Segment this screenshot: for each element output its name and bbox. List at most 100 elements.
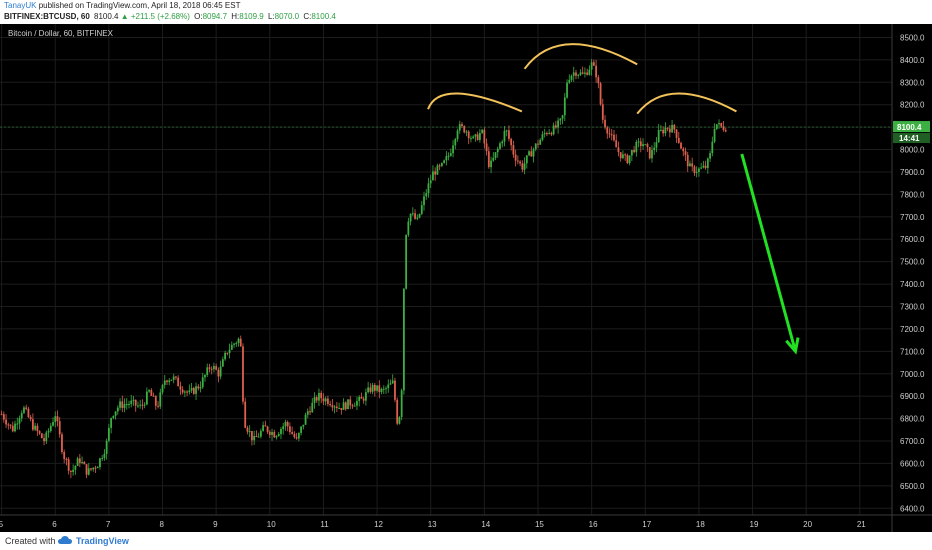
candle-body (315, 397, 318, 401)
candle-body (186, 391, 189, 393)
candle-body (385, 388, 387, 390)
candle-body (595, 65, 597, 78)
candle-body (130, 400, 133, 404)
candle-body (467, 131, 470, 139)
candle-body (510, 138, 513, 146)
candle-body (246, 427, 249, 432)
x-tick-label: 8 (160, 520, 165, 529)
candle-body (206, 367, 209, 375)
author-link[interactable]: TanayUK (4, 1, 37, 10)
candle-body (680, 142, 682, 149)
footer-bar: Created with TradingView (0, 532, 932, 550)
candle-body (689, 163, 691, 167)
candle-body (235, 342, 238, 344)
low-value: 8070.0 (274, 12, 300, 21)
candle-body (74, 465, 77, 470)
candle-body (318, 392, 320, 401)
candle-body (251, 431, 253, 441)
candle-body (378, 385, 381, 393)
candle-body (23, 407, 25, 413)
candle-body (40, 433, 43, 439)
candle-body (508, 130, 510, 139)
head-shoulders-arc (523, 43, 638, 70)
candle-body (27, 408, 30, 418)
time-axis[interactable]: 5 6 7 8 9 10 11 12 13 14 15 16 17 18 19 20 21 (0, 520, 866, 529)
y-tick-label: 8400.0 (900, 56, 925, 65)
candle-body (590, 62, 593, 70)
candle-body (43, 438, 45, 442)
candle-body (159, 392, 162, 407)
candle-body (702, 165, 705, 168)
tradingview-link[interactable]: TradingView (76, 536, 129, 546)
candle-body (409, 213, 412, 222)
x-tick-label: 9 (213, 520, 218, 529)
candle-body (76, 458, 79, 466)
candle-body (204, 374, 206, 378)
candle-body (175, 376, 177, 378)
candle-body (700, 167, 703, 169)
candle-body (628, 155, 631, 164)
candle-body (353, 405, 356, 407)
candle-body (405, 234, 408, 289)
candle-body (369, 387, 372, 392)
candle-body (487, 151, 490, 168)
candle-body (458, 124, 461, 131)
candle-body (400, 390, 403, 418)
candle-body (47, 430, 50, 433)
candle-body (461, 124, 463, 127)
candle-body (141, 404, 144, 406)
x-tick-label: 10 (267, 520, 276, 529)
candle-body (215, 366, 218, 370)
candle-body (170, 379, 173, 381)
candle-body (698, 168, 700, 172)
candle-body (693, 166, 696, 173)
candle-body (123, 404, 126, 408)
candle-body (242, 346, 244, 402)
open-value: 8094.7 (202, 12, 228, 21)
candle-body (284, 422, 287, 427)
candle-body (380, 388, 383, 393)
x-tick-label: 6 (52, 520, 57, 529)
candle-body (49, 425, 52, 431)
candle-body (277, 434, 280, 437)
candle-body (432, 171, 434, 181)
candle-body (438, 165, 441, 167)
candle-body (530, 151, 533, 157)
candle-body (561, 115, 564, 119)
price-chart[interactable]: 8500.08400.08300.08200.08100.08000.07900… (0, 24, 932, 532)
candle-body (373, 384, 376, 391)
candle-body (724, 129, 727, 132)
candle-body (313, 397, 316, 403)
candle-body (391, 380, 394, 384)
candle-body (69, 470, 72, 472)
candle-body (192, 388, 195, 394)
candle-body (96, 467, 99, 469)
candle-body (295, 437, 298, 439)
candle-body (280, 428, 282, 435)
candle-body (329, 403, 332, 406)
header-bar: TanayUK published on TradingView.com, Ap… (0, 0, 932, 24)
candle-body (338, 408, 340, 410)
candle-body (172, 376, 175, 380)
candle-body (478, 132, 481, 140)
candle-body (411, 213, 414, 215)
candle-body (195, 386, 197, 394)
candle-body (485, 143, 488, 152)
candle-body (610, 134, 613, 136)
candle-body (201, 377, 204, 388)
high-value: 8109.9 (239, 12, 264, 21)
candle-body (83, 461, 86, 465)
candle-body (197, 386, 200, 389)
candle-body (666, 127, 669, 129)
candle-body (570, 75, 573, 80)
candle-body (657, 130, 660, 143)
price-axis[interactable]: 8500.08400.08300.08200.08100.08000.07900… (900, 33, 925, 513)
candle-body (273, 432, 276, 438)
drawing-annotations (427, 43, 800, 355)
candle-body (14, 423, 16, 432)
y-tick-label: 6400.0 (900, 504, 925, 513)
down-arrow-head (785, 337, 800, 355)
candle-body (275, 436, 278, 438)
candle-body (54, 416, 57, 423)
candle-body (559, 118, 562, 121)
